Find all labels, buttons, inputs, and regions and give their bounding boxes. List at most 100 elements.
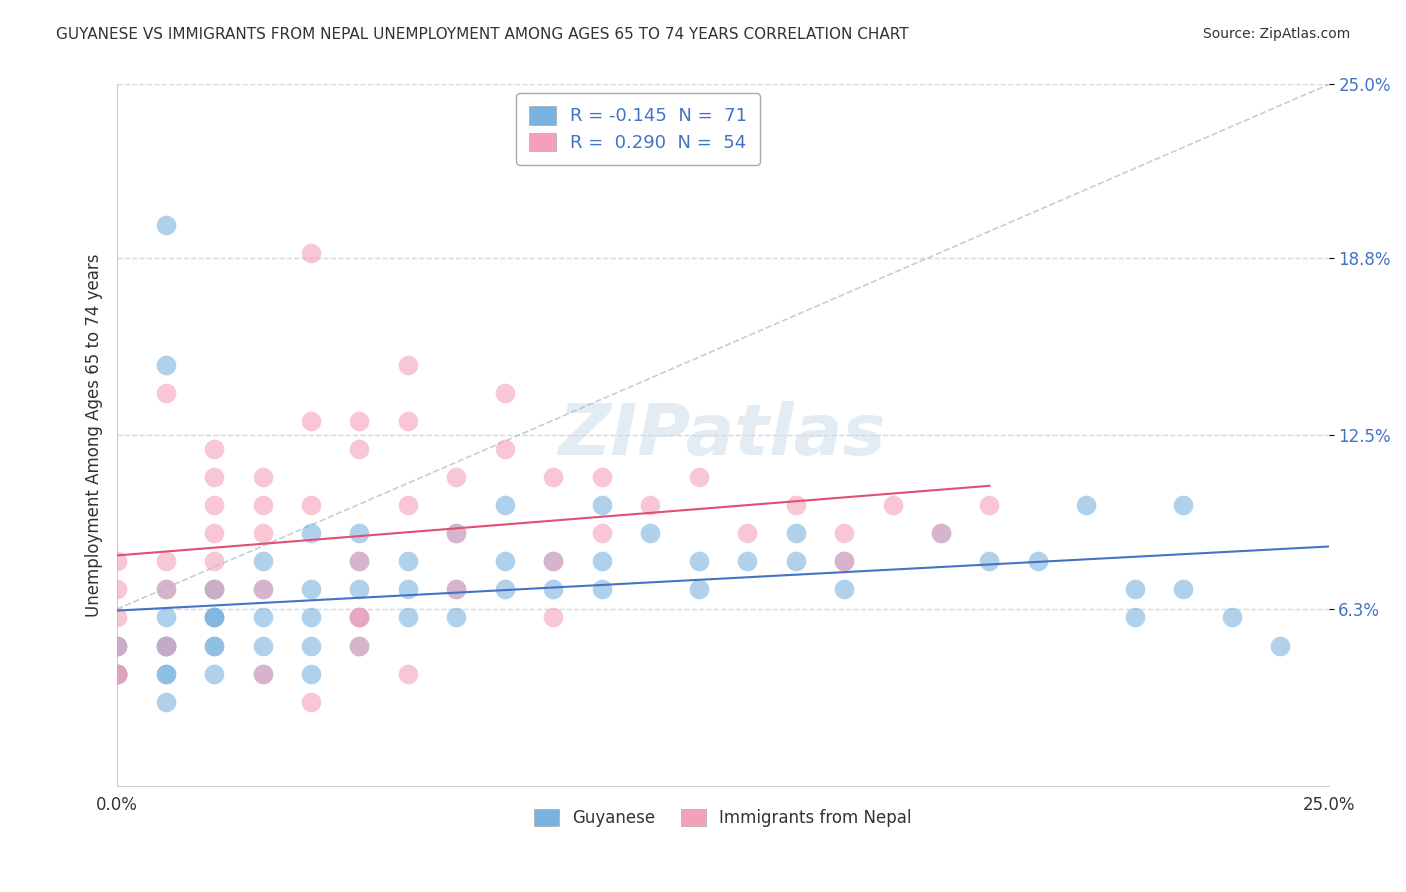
Point [543,554,565,568]
Point [202,526,225,541]
Point [396,610,419,624]
Point [155,358,177,372]
Point [155,218,177,232]
Point [446,582,468,597]
Point [105,666,128,681]
Legend: Guyanese, Immigrants from Nepal: Guyanese, Immigrants from Nepal [527,802,918,833]
Point [105,666,128,681]
Point [202,610,225,624]
Point [735,554,758,568]
Point [202,639,225,653]
Point [1076,498,1098,512]
Point [349,414,371,428]
Point [202,582,225,597]
Point [1220,610,1243,624]
Point [202,442,225,457]
Point [832,554,855,568]
Point [202,582,225,597]
Point [252,582,274,597]
Point [252,470,274,484]
Point [349,554,371,568]
Point [494,386,516,401]
Point [155,639,177,653]
Point [1123,582,1146,597]
Point [155,582,177,597]
Point [105,666,128,681]
Point [202,554,225,568]
Point [543,470,565,484]
Point [785,526,807,541]
Point [349,610,371,624]
Point [396,414,419,428]
Point [155,639,177,653]
Point [252,639,274,653]
Point [979,554,1001,568]
Point [785,554,807,568]
Point [105,639,128,653]
Text: ZIPatlas: ZIPatlas [560,401,887,469]
Point [688,554,710,568]
Text: GUYANESE VS IMMIGRANTS FROM NEPAL UNEMPLOYMENT AMONG AGES 65 TO 74 YEARS CORRELA: GUYANESE VS IMMIGRANTS FROM NEPAL UNEMPL… [56,27,908,42]
Point [105,582,128,597]
Point [299,666,322,681]
Point [299,610,322,624]
Point [785,498,807,512]
Point [688,470,710,484]
Point [1026,554,1049,568]
Point [349,610,371,624]
Point [349,554,371,568]
Point [155,582,177,597]
Point [446,610,468,624]
Point [105,639,128,653]
Point [396,554,419,568]
Point [929,526,952,541]
Point [349,442,371,457]
Point [543,610,565,624]
Point [494,498,516,512]
Point [252,582,274,597]
Point [202,470,225,484]
Point [155,639,177,653]
Point [252,498,274,512]
Point [832,526,855,541]
Point [299,639,322,653]
Y-axis label: Unemployment Among Ages 65 to 74 years: Unemployment Among Ages 65 to 74 years [86,253,103,617]
Point [349,526,371,541]
Point [105,554,128,568]
Point [349,639,371,653]
Point [494,582,516,597]
Point [494,554,516,568]
Point [396,666,419,681]
Point [299,695,322,709]
Point [155,695,177,709]
Point [349,639,371,653]
Point [979,498,1001,512]
Point [299,414,322,428]
Point [202,610,225,624]
Point [591,554,613,568]
Point [882,498,904,512]
Point [252,666,274,681]
Point [105,666,128,681]
Point [446,526,468,541]
Point [929,526,952,541]
Point [202,639,225,653]
Point [252,666,274,681]
Point [446,582,468,597]
Point [252,526,274,541]
Point [591,470,613,484]
Point [1173,498,1195,512]
Point [735,526,758,541]
Point [155,554,177,568]
Point [688,582,710,597]
Point [494,442,516,457]
Point [638,498,661,512]
Point [202,582,225,597]
Point [396,358,419,372]
Point [1123,610,1146,624]
Point [543,582,565,597]
Point [638,526,661,541]
Point [446,526,468,541]
Point [299,498,322,512]
Point [105,610,128,624]
